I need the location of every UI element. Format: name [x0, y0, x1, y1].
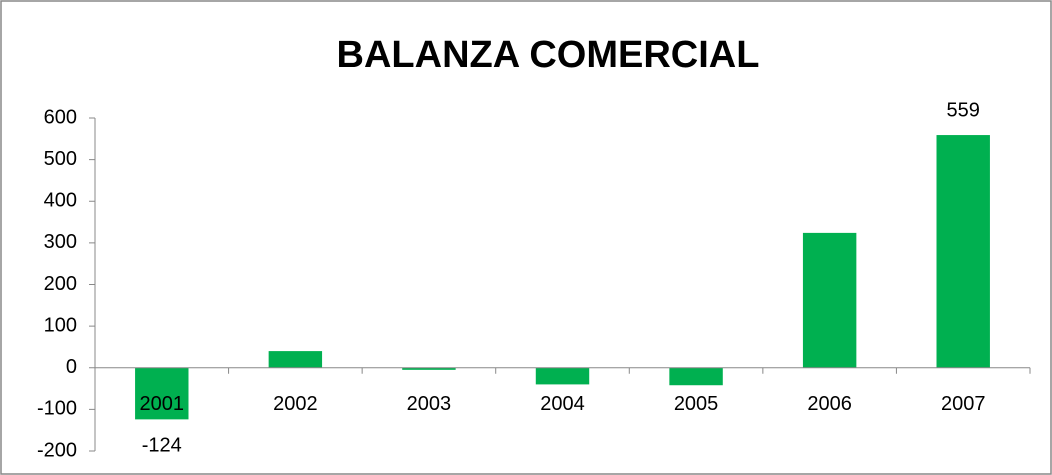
x-tick-label: 2007 [941, 393, 986, 415]
y-tick-label: 200 [44, 273, 77, 295]
bar [802, 232, 857, 368]
y-tick-label: 500 [44, 148, 77, 170]
x-tick-label: 2001 [140, 393, 185, 415]
y-tick-label: 100 [44, 314, 77, 336]
bar [936, 135, 990, 368]
bar [535, 367, 590, 385]
y-tick-label: 600 [44, 106, 77, 128]
bar [268, 351, 323, 368]
chart-title: BALANZA COMERCIAL [337, 34, 760, 76]
x-tick-label: 2002 [273, 393, 318, 415]
data-label: 559 [947, 99, 980, 121]
y-tick-label: -200 [37, 439, 77, 461]
y-tick-label: 400 [44, 190, 77, 212]
bar [135, 367, 189, 420]
x-tick-label: 2005 [674, 393, 719, 415]
x-tick-label: 2003 [407, 393, 452, 415]
bar [669, 367, 723, 386]
y-tick-label: -100 [37, 398, 77, 420]
y-tick-label: 0 [66, 356, 77, 378]
bar [402, 367, 456, 370]
y-tick-label: 300 [44, 231, 77, 253]
x-tick-label: 2006 [807, 393, 852, 415]
data-label: -124 [142, 435, 182, 457]
x-tick-label: 2004 [540, 393, 585, 415]
